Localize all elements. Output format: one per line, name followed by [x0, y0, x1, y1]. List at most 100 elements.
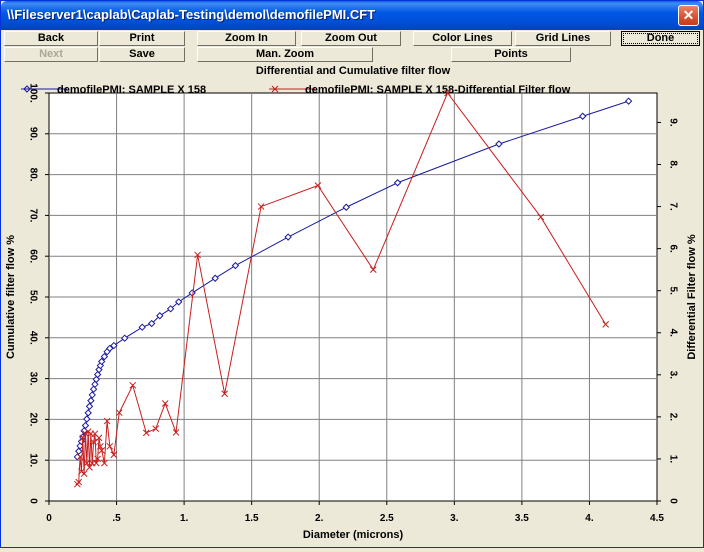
x-tick-label: 1.5 [245, 513, 259, 524]
data-point [115, 409, 123, 417]
y-tick-label: 50. [27, 290, 38, 304]
data-point [81, 421, 90, 430]
data-point [231, 261, 240, 270]
data-point [172, 429, 180, 436]
x-tick-label: 1. [180, 513, 189, 524]
data-point [100, 352, 109, 361]
data-point [188, 289, 196, 297]
data-point [138, 323, 146, 331]
legend-marker [23, 85, 31, 93]
y-axis-label: Cumulative filter flow % [5, 235, 17, 359]
x-tick-label: 2. [315, 513, 324, 524]
y-tick-label: 70. [27, 208, 38, 222]
data-point [110, 451, 118, 459]
legend-label: demofilePMI: SAMPLE X 158-Differential F… [305, 84, 571, 96]
data-point [79, 434, 87, 442]
data-point [76, 453, 84, 461]
data-point [120, 334, 129, 342]
y-tick-label: 20. [27, 412, 38, 426]
y2-axis-label: Differential Filter flow % [686, 234, 698, 360]
title-bar[interactable]: \\Fileserver1\caplab\Caplab-Testing\demo… [1, 1, 703, 30]
chart-area: 0 .5 1. 1.5 2. 2.5 3. 3.5 4. 4.5 0 10. 20. 30. 40. 50. 6… [1, 79, 704, 547]
close-button[interactable]: ✕ [678, 5, 699, 26]
data-point [90, 438, 97, 446]
y2-tick-label: 4. [667, 329, 678, 338]
y-tick-label: 90. [27, 127, 38, 141]
y-tick-label: 30. [27, 372, 38, 386]
x-tick-label: 4.5 [650, 513, 664, 524]
y2-tick-label: 3. [667, 371, 678, 380]
x-axis-label: Diameter (microns) [303, 529, 404, 541]
y2-tick-label: 2. [667, 413, 678, 422]
data-point [342, 203, 350, 211]
legend-marker [271, 85, 279, 93]
zoom-out-button[interactable]: Zoom Out [301, 31, 401, 46]
data-point [156, 312, 164, 320]
data-point [194, 251, 201, 259]
data-point [444, 89, 451, 97]
data-point [84, 409, 92, 417]
done-button[interactable]: Done [621, 31, 700, 46]
data-point [129, 381, 137, 389]
y-tick-label: 80. [27, 168, 38, 182]
data-point [166, 305, 175, 313]
data-point [103, 417, 111, 425]
data-point [83, 459, 91, 467]
back-button[interactable]: Back [4, 31, 98, 46]
data-point [88, 391, 96, 399]
data-point [83, 415, 91, 423]
data-point [221, 390, 228, 398]
data-point [97, 357, 106, 366]
man-zoom-button[interactable]: Man. Zoom [197, 47, 373, 62]
color-lines-button[interactable]: Color Lines [413, 31, 512, 46]
data-point [75, 447, 83, 455]
zoom-in-button[interactable]: Zoom In [197, 31, 296, 46]
data-point [393, 179, 402, 187]
data-point [106, 442, 114, 450]
x-tick-label: 3.5 [515, 513, 529, 524]
data-point [537, 213, 545, 221]
data-point [211, 274, 219, 282]
y-tick-label: 40. [27, 331, 38, 345]
y2-tick-label: 8. [667, 160, 678, 169]
data-point [161, 400, 169, 407]
y-tick-label: 60. [27, 249, 38, 263]
data-point [495, 140, 503, 148]
data-point [95, 434, 103, 442]
data-point [257, 203, 265, 210]
data-point [106, 344, 114, 353]
chart-svg: 0 .5 1. 1.5 2. 2.5 3. 3.5 4. 4.5 0 10. 20. 30. 40. 50. 6… [5, 83, 698, 541]
x-tick-label: 4. [585, 513, 594, 524]
y-tick-label: 10. [27, 453, 38, 467]
save-button[interactable]: Save [99, 47, 185, 62]
x-tick-label: 0 [46, 513, 52, 524]
points-button[interactable]: Points [451, 47, 571, 62]
data-point [86, 463, 93, 471]
next-button[interactable]: Next [4, 47, 98, 62]
data-point [314, 182, 322, 189]
grid-lines-button[interactable]: Grid Lines [515, 31, 611, 46]
y2-tick-label: 6. [667, 244, 678, 253]
chart-title: Differential and Cumulative filter flow [255, 65, 451, 77]
y-tick-label: 100. [27, 83, 38, 103]
print-button[interactable]: Print [99, 31, 185, 46]
data-point [96, 442, 104, 450]
data-point [110, 341, 118, 350]
data-point [152, 425, 160, 433]
data-point [284, 233, 292, 241]
y2-tick-label: 7. [667, 202, 678, 211]
data-point [142, 429, 150, 437]
data-point [101, 459, 108, 467]
data-point [624, 97, 633, 105]
y2-tick-label: 1. [667, 455, 678, 464]
data-point [578, 112, 587, 120]
data-point [94, 455, 101, 463]
data-point [147, 319, 156, 328]
data-point [80, 470, 88, 478]
legend-label: demofilePMI: SAMPLE X 158 [57, 84, 206, 96]
data-point [602, 320, 610, 328]
x-tick-label: 3. [450, 513, 459, 524]
y2-tick-label: 5. [667, 287, 678, 296]
x-tick-label: .5 [112, 513, 121, 524]
